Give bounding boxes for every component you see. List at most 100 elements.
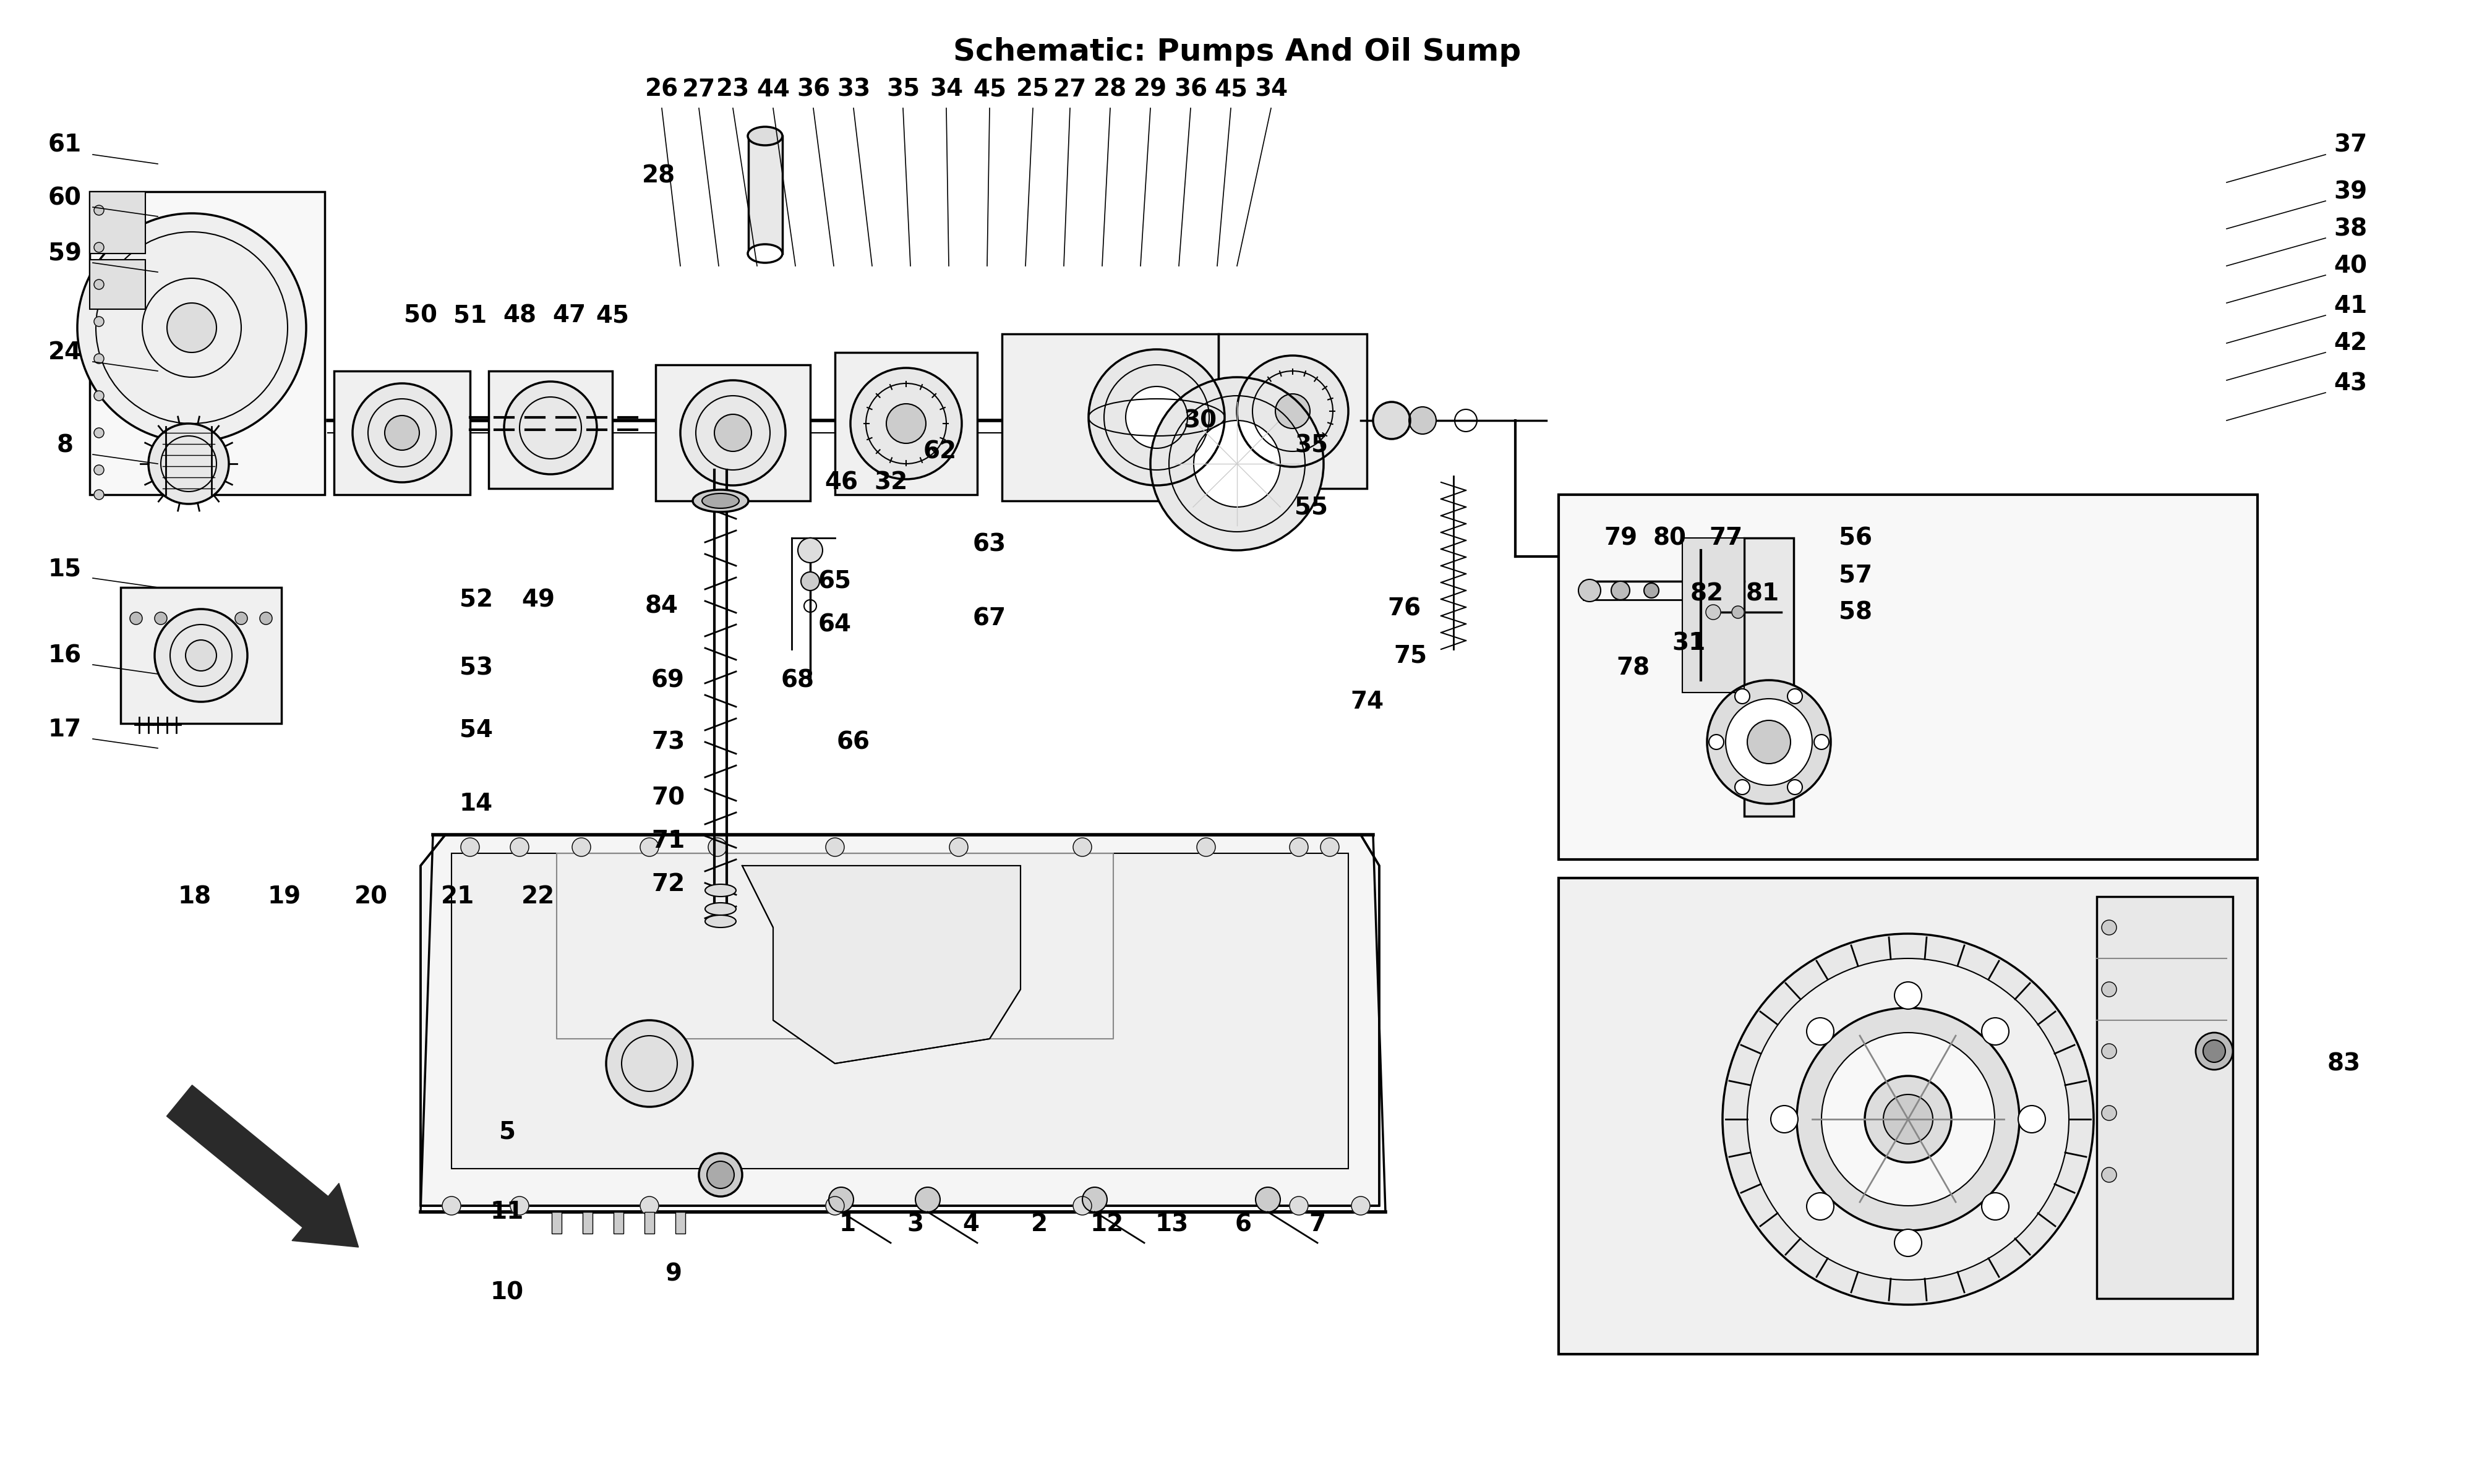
- Ellipse shape: [747, 245, 782, 263]
- Text: 67: 67: [972, 607, 1007, 631]
- Circle shape: [1883, 1095, 1932, 1144]
- Text: 81: 81: [1747, 582, 1779, 605]
- Text: 36: 36: [1173, 77, 1207, 101]
- Text: 46: 46: [824, 470, 858, 494]
- Circle shape: [700, 1153, 742, 1196]
- Text: Schematic: Pumps And Oil Sump: Schematic: Pumps And Oil Sump: [952, 37, 1522, 67]
- Text: 6: 6: [1235, 1212, 1252, 1236]
- Circle shape: [1821, 1033, 1994, 1205]
- Circle shape: [1796, 1008, 2019, 1230]
- Text: 22: 22: [522, 884, 554, 908]
- Text: 76: 76: [1388, 597, 1420, 620]
- Text: 84: 84: [646, 594, 678, 617]
- Text: 25: 25: [1017, 77, 1049, 101]
- Circle shape: [2103, 1168, 2118, 1183]
- Text: 59: 59: [49, 242, 82, 266]
- Text: 12: 12: [1091, 1212, 1123, 1236]
- Text: 45: 45: [596, 304, 628, 326]
- Text: 2: 2: [1032, 1212, 1047, 1236]
- Bar: [1559, 494, 2256, 859]
- Text: 54: 54: [460, 718, 492, 742]
- Circle shape: [94, 390, 104, 401]
- Circle shape: [510, 838, 529, 856]
- Text: 83: 83: [2328, 1052, 2360, 1076]
- Circle shape: [641, 838, 658, 856]
- Text: 8: 8: [57, 433, 74, 457]
- Text: 18: 18: [178, 884, 213, 908]
- Circle shape: [1257, 1187, 1282, 1212]
- Circle shape: [571, 838, 591, 856]
- Text: 13: 13: [1155, 1212, 1190, 1236]
- Text: 75: 75: [1393, 644, 1427, 668]
- Circle shape: [1578, 579, 1601, 601]
- Bar: [1559, 879, 2256, 1353]
- Circle shape: [1806, 1018, 1833, 1045]
- Circle shape: [94, 279, 104, 289]
- Circle shape: [829, 1187, 854, 1212]
- Text: 38: 38: [2333, 217, 2368, 240]
- Bar: [1217, 334, 1366, 488]
- Text: 11: 11: [490, 1201, 524, 1224]
- Text: 5: 5: [500, 1120, 515, 1143]
- Circle shape: [886, 404, 925, 444]
- Ellipse shape: [703, 493, 740, 508]
- Text: 70: 70: [651, 787, 685, 809]
- Text: 45: 45: [972, 77, 1007, 101]
- Bar: [1744, 537, 1794, 816]
- Circle shape: [2019, 1106, 2046, 1132]
- Text: 33: 33: [836, 77, 871, 101]
- Text: 34: 34: [1254, 77, 1289, 101]
- Circle shape: [641, 1196, 658, 1215]
- Polygon shape: [421, 834, 1380, 1205]
- Circle shape: [2103, 1043, 2118, 1058]
- Text: 32: 32: [873, 470, 908, 494]
- Text: 43: 43: [2333, 371, 2368, 395]
- Text: 53: 53: [460, 656, 492, 680]
- Text: 55: 55: [1294, 496, 1329, 519]
- Text: 1: 1: [839, 1212, 856, 1236]
- Bar: [89, 191, 146, 254]
- Text: 57: 57: [1838, 564, 1873, 586]
- Ellipse shape: [705, 884, 737, 896]
- Text: 66: 66: [836, 730, 871, 754]
- Ellipse shape: [693, 490, 747, 512]
- Bar: [450, 853, 1348, 1169]
- Text: 56: 56: [1838, 527, 1873, 549]
- Text: 72: 72: [651, 873, 685, 896]
- Circle shape: [2103, 982, 2118, 997]
- Text: 58: 58: [1838, 601, 1873, 623]
- Text: 27: 27: [1054, 77, 1086, 101]
- Text: 61: 61: [47, 134, 82, 157]
- Bar: [1002, 334, 1217, 500]
- Bar: [675, 1212, 685, 1233]
- Circle shape: [1237, 356, 1348, 467]
- Circle shape: [186, 640, 218, 671]
- Bar: [1682, 537, 1744, 693]
- Circle shape: [606, 1021, 693, 1107]
- Circle shape: [1747, 720, 1791, 764]
- Bar: [614, 1212, 623, 1233]
- Circle shape: [1813, 735, 1828, 749]
- Text: 48: 48: [502, 304, 537, 326]
- Circle shape: [1734, 779, 1749, 794]
- Circle shape: [1786, 779, 1801, 794]
- FancyArrow shape: [166, 1085, 359, 1247]
- Text: 50: 50: [403, 304, 438, 326]
- Text: 9: 9: [666, 1261, 683, 1285]
- Circle shape: [1734, 689, 1749, 703]
- Circle shape: [1373, 402, 1410, 439]
- Text: 71: 71: [651, 830, 685, 853]
- Circle shape: [94, 490, 104, 500]
- Circle shape: [386, 416, 421, 450]
- Bar: [552, 1212, 562, 1233]
- Text: 10: 10: [490, 1281, 524, 1304]
- Circle shape: [94, 427, 104, 438]
- Circle shape: [1707, 605, 1722, 620]
- Circle shape: [797, 537, 821, 562]
- Text: 60: 60: [49, 186, 82, 209]
- Circle shape: [1895, 1229, 1922, 1257]
- Circle shape: [1643, 583, 1658, 598]
- Text: 62: 62: [923, 439, 957, 463]
- Text: 45: 45: [1215, 77, 1247, 101]
- Circle shape: [826, 1196, 844, 1215]
